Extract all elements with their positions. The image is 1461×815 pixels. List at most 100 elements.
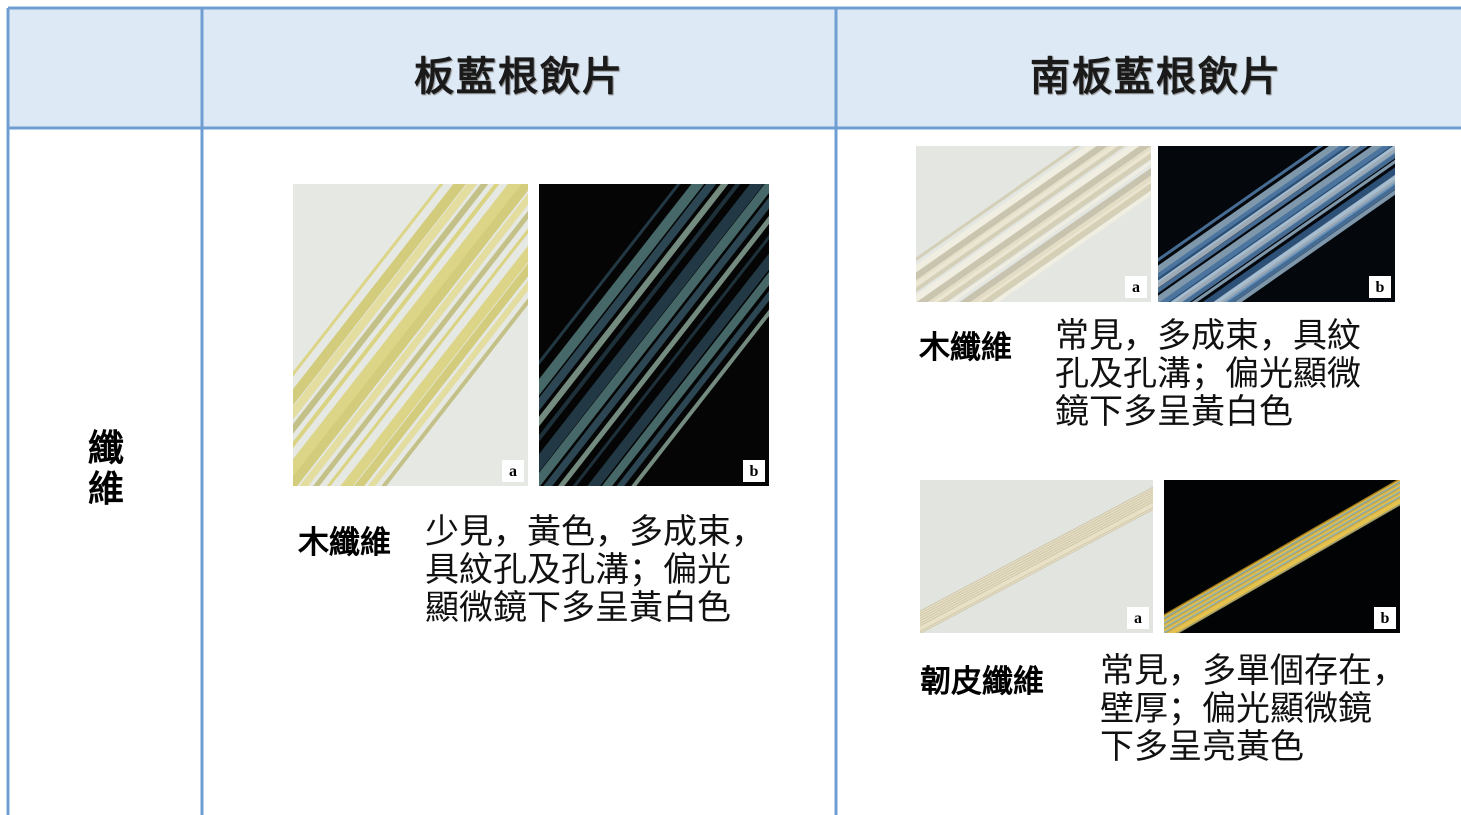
fiber bbox=[916, 146, 1151, 302]
fiber bbox=[539, 184, 769, 486]
fiber bbox=[539, 184, 769, 486]
fiber bbox=[1158, 146, 1395, 302]
micrograph: b bbox=[1158, 146, 1395, 302]
fiber bbox=[539, 184, 769, 486]
fiber bbox=[539, 184, 769, 486]
fibers bbox=[916, 146, 1151, 302]
fiber bbox=[293, 184, 528, 486]
fiber bbox=[293, 184, 528, 486]
fiber bbox=[293, 184, 528, 486]
fiber bbox=[1158, 146, 1395, 302]
description-line: 常見，多成束，具紋 bbox=[1055, 318, 1361, 355]
fibers bbox=[920, 480, 1153, 633]
image-label: a bbox=[509, 463, 517, 480]
image-label: b bbox=[750, 463, 759, 480]
description-line: 少見，黃色，多成束， bbox=[425, 514, 765, 551]
fiber bbox=[539, 184, 769, 486]
table-borders bbox=[6, 6, 1461, 815]
description: 常見，多成束，具紋 孔及孔溝；偏光顯微 鏡下多呈黃白色 bbox=[1055, 318, 1361, 432]
fiber bbox=[916, 146, 1151, 302]
micrograph: b bbox=[539, 184, 769, 486]
fibers bbox=[1164, 480, 1400, 633]
description: 少見，黃色，多成束， 具紋孔及孔溝；偏光 顯微鏡下多呈黃白色 bbox=[425, 514, 765, 628]
description-line: 具紋孔及孔溝；偏光 bbox=[425, 552, 731, 589]
fibers bbox=[539, 184, 769, 486]
fiber bbox=[293, 184, 528, 486]
fiber bbox=[920, 480, 1153, 633]
fiber bbox=[293, 184, 528, 486]
fiber bbox=[916, 146, 1151, 302]
description-line: 壁厚；偏光顯微鏡 bbox=[1100, 691, 1372, 728]
fiber bbox=[539, 184, 769, 486]
term: 木纖維 bbox=[298, 525, 391, 561]
fiber bbox=[1158, 146, 1395, 302]
fiber bbox=[539, 184, 769, 486]
fiber bbox=[539, 184, 769, 486]
fiber bbox=[293, 184, 528, 486]
label-box bbox=[1369, 276, 1391, 298]
fiber bbox=[539, 184, 769, 486]
fiber bbox=[916, 146, 1151, 302]
fiber bbox=[539, 184, 769, 486]
fiber bbox=[916, 146, 1151, 302]
fiber bbox=[916, 146, 1151, 302]
header-bg bbox=[8, 8, 1461, 128]
fiber bbox=[1158, 146, 1395, 302]
image-label: a bbox=[1134, 610, 1142, 627]
row-label: 纖維 bbox=[88, 428, 125, 510]
fiber bbox=[293, 184, 528, 486]
fiber bbox=[916, 146, 1151, 302]
fiber bbox=[1158, 146, 1395, 302]
fiber bbox=[539, 184, 769, 486]
fiber bbox=[293, 184, 528, 486]
fiber bbox=[1158, 146, 1395, 302]
image-label: a bbox=[1132, 279, 1140, 296]
description-line: 常見，多單個存在， bbox=[1100, 653, 1406, 690]
description-line: 顯微鏡下多呈黃白色 bbox=[425, 590, 731, 627]
fiber bbox=[539, 184, 769, 486]
header-col2: 南板藍根飲片 bbox=[1030, 54, 1282, 99]
header-col1: 板藍根飲片 bbox=[414, 54, 624, 99]
description-line: 孔及孔溝；偏光顯微 bbox=[1055, 356, 1361, 393]
fiber bbox=[916, 146, 1151, 302]
term: 木纖維 bbox=[919, 330, 1012, 366]
fiber bbox=[916, 146, 1151, 302]
fiber bbox=[293, 184, 528, 486]
label-box bbox=[1374, 607, 1396, 629]
fiber bbox=[1158, 146, 1395, 302]
label-box bbox=[1125, 276, 1147, 298]
fiber bbox=[1158, 146, 1395, 302]
fiber bbox=[916, 146, 1151, 302]
fiber bbox=[293, 184, 528, 486]
fiber bbox=[1158, 146, 1395, 302]
fiber bbox=[1158, 146, 1395, 302]
micrograph: b bbox=[1164, 480, 1400, 633]
fiber bbox=[1158, 146, 1395, 302]
fiber bbox=[293, 184, 528, 486]
micrograph: a bbox=[293, 184, 528, 486]
fiber bbox=[916, 146, 1151, 302]
image-label: b bbox=[1381, 610, 1390, 627]
fiber bbox=[1164, 480, 1400, 633]
fiber bbox=[1158, 146, 1395, 302]
description-line: 鏡下多呈黃白色 bbox=[1055, 394, 1293, 431]
fiber bbox=[1158, 146, 1395, 302]
term: 韌皮纖維 bbox=[920, 664, 1044, 700]
description-line: 下多呈亮黃色 bbox=[1100, 729, 1304, 766]
fiber bbox=[539, 184, 769, 486]
micrograph: a bbox=[916, 146, 1151, 302]
fibers bbox=[293, 184, 528, 486]
description: 常見，多單個存在， 壁厚；偏光顯微鏡 下多呈亮黃色 bbox=[1100, 653, 1406, 767]
micrograph: a bbox=[920, 480, 1153, 633]
fiber bbox=[293, 184, 528, 486]
fiber bbox=[293, 184, 528, 486]
fiber bbox=[539, 184, 769, 486]
fiber bbox=[916, 146, 1151, 302]
fiber bbox=[916, 146, 1151, 302]
image-label: b bbox=[1376, 279, 1385, 296]
fiber bbox=[293, 184, 528, 486]
label-box bbox=[743, 460, 765, 482]
label-box bbox=[502, 460, 524, 482]
